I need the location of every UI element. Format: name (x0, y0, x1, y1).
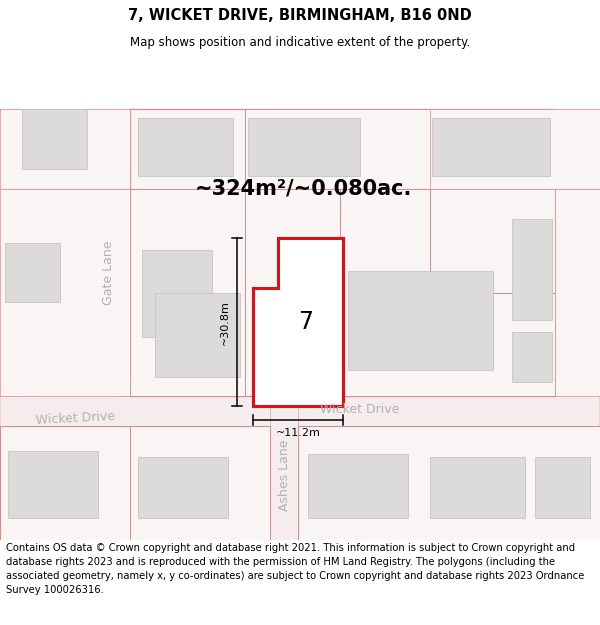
Bar (430, 457, 525, 518)
Polygon shape (555, 189, 600, 396)
Text: ~324m²/~0.080ac.: ~324m²/~0.080ac. (195, 179, 412, 199)
Polygon shape (0, 109, 130, 189)
Polygon shape (253, 238, 343, 406)
Polygon shape (0, 387, 600, 441)
Polygon shape (430, 189, 555, 292)
Polygon shape (245, 109, 555, 189)
Text: Wicket Drive: Wicket Drive (35, 409, 115, 427)
Polygon shape (0, 109, 145, 396)
Polygon shape (130, 426, 270, 540)
Text: Wicket Drive: Wicket Drive (320, 403, 400, 416)
Bar (22, 109, 87, 169)
Bar (512, 219, 552, 320)
Bar (535, 457, 590, 518)
Bar (248, 118, 360, 176)
Polygon shape (340, 189, 555, 396)
Bar (432, 118, 550, 176)
Text: Ashes Lane: Ashes Lane (277, 440, 290, 511)
Bar (8, 451, 98, 518)
Polygon shape (430, 109, 600, 189)
Bar (5, 243, 60, 302)
Polygon shape (130, 109, 555, 396)
Bar (308, 454, 408, 518)
Text: 7: 7 (299, 310, 314, 334)
Text: Contains OS data © Crown copyright and database right 2021. This information is : Contains OS data © Crown copyright and d… (6, 543, 584, 595)
Bar (155, 292, 240, 377)
Polygon shape (298, 426, 600, 540)
Bar (138, 118, 233, 176)
Bar (138, 457, 228, 518)
Polygon shape (130, 189, 245, 396)
Bar (348, 271, 493, 370)
Bar (270, 406, 298, 540)
Polygon shape (0, 426, 130, 540)
Text: 7, WICKET DRIVE, BIRMINGHAM, B16 0ND: 7, WICKET DRIVE, BIRMINGHAM, B16 0ND (128, 8, 472, 23)
Text: Map shows position and indicative extent of the property.: Map shows position and indicative extent… (130, 36, 470, 49)
Bar (142, 250, 212, 337)
Text: Gate Lane: Gate Lane (101, 241, 115, 305)
Bar (512, 332, 552, 382)
Polygon shape (0, 189, 130, 396)
Text: ~30.8m: ~30.8m (220, 300, 230, 344)
Text: ~11.2m: ~11.2m (275, 428, 320, 438)
